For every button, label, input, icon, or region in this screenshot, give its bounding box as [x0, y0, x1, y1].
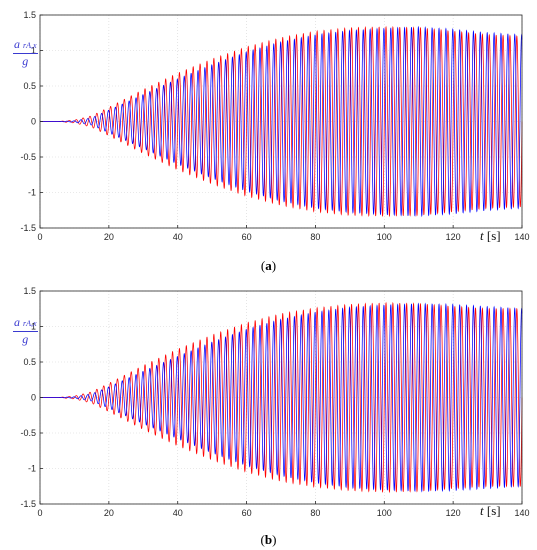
- y-tick-label: -0.5: [20, 152, 36, 162]
- x-tick-label: 80: [310, 508, 320, 518]
- y-tick-label: 1.5: [23, 10, 36, 20]
- x-tick-label: 100: [377, 232, 392, 242]
- y-tick-label: -1: [28, 188, 36, 198]
- y-tick-label: 1.5: [23, 286, 36, 296]
- y-tick-label: 0.5: [23, 81, 36, 91]
- chart-panel-a: 0 20 40 60 80 100 120 140 1.5 1 0.5 0 -0.5 -1 -1.5 a r…: [0, 0, 537, 273]
- x-tick-label: 60: [242, 232, 252, 242]
- x-tick-label: 60: [242, 508, 252, 518]
- y-tick-label: 0: [31, 117, 36, 127]
- x-tick-label: 100: [377, 508, 392, 518]
- chart-a-svg: 0 20 40 60 80 100 120 140 1.5 1 0.5 0 -0.5 -1 -1.5: [20, 10, 529, 242]
- series-line-blue: [40, 25, 523, 218]
- x-tick-label: 20: [104, 508, 114, 518]
- chart-b-ylabel: a rA,x g: [13, 315, 38, 346]
- series-line-red: [40, 25, 523, 218]
- y-tick-label: 0.5: [23, 357, 36, 367]
- series-line-red: [40, 301, 523, 494]
- y-tick-label: 1: [31, 322, 36, 332]
- x-tick-label: 40: [173, 508, 183, 518]
- y-tick-label: -1.5: [20, 223, 36, 233]
- chart-a-ylabel: a rA,x g: [13, 37, 38, 68]
- y-tick-label: 0: [31, 393, 36, 403]
- caption-b: (b): [260, 532, 277, 547]
- chart-b-svg: 0 20 40 60 80 100 120 140 1.5 1 0.5 0 -0.5 -1 -1.5: [20, 286, 529, 518]
- x-tick-label: 140: [514, 508, 529, 518]
- x-tick-label: 20: [104, 232, 114, 242]
- x-tick-label: 120: [446, 508, 461, 518]
- chart-panel-b: 0 20 40 60 80 100 120 140 1.5 1 0.5 0 -0.5 -1 -1.5 a r…: [0, 276, 537, 547]
- y-tick-label: -1: [28, 464, 36, 474]
- chart-b-xlabel: t [s]: [480, 503, 501, 518]
- x-tick-label: 80: [310, 232, 320, 242]
- x-tick-label: 0: [37, 232, 42, 242]
- series-line-blue: [40, 302, 523, 493]
- y-tick-label: -1.5: [20, 499, 36, 509]
- x-tick-label: 0: [37, 508, 42, 518]
- chart-a-xlabel: t [s]: [480, 228, 501, 243]
- y-tick-label: 1: [31, 46, 36, 56]
- x-tick-label: 120: [446, 232, 461, 242]
- x-tick-label: 40: [173, 232, 183, 242]
- caption-a: (a): [260, 258, 277, 273]
- y-tick-label: -0.5: [20, 428, 36, 438]
- x-tick-label: 140: [514, 232, 529, 242]
